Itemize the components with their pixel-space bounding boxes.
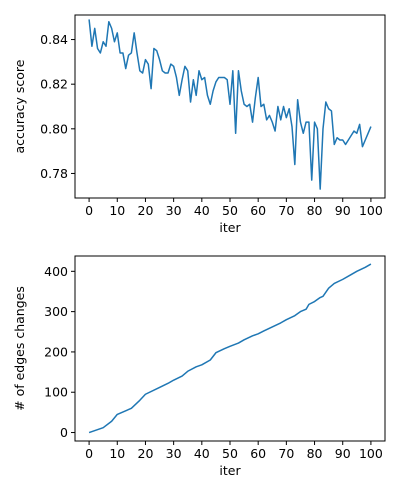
accuracy-xtick-label: 30 <box>166 203 182 218</box>
edges-xtick-label: 0 <box>85 446 93 461</box>
edges-xtick-label: 30 <box>166 446 182 461</box>
edges-ytick-label: 300 <box>44 304 68 319</box>
edges-xtick-label: 40 <box>194 446 210 461</box>
accuracy-xtick-label: 10 <box>109 203 125 218</box>
edges-xtick-label: 20 <box>138 446 154 461</box>
accuracy-xtick-label: 0 <box>85 203 93 218</box>
edges-xtick-label: 100 <box>359 446 383 461</box>
accuracy-series-line <box>88 19 372 190</box>
edges-xaxis-label: iter <box>219 463 241 478</box>
edges-ytick-label: 100 <box>44 385 68 400</box>
edges-xtick-label: 90 <box>335 446 351 461</box>
accuracy-ytick-label: 0.84 <box>40 32 68 47</box>
accuracy-plot-frame <box>74 14 386 199</box>
accuracy-xtick-label: 50 <box>222 203 238 218</box>
accuracy-xtick-label: 60 <box>250 203 266 218</box>
accuracy-ytick-label: 0.82 <box>40 77 68 92</box>
accuracy-xtick-label: 70 <box>278 203 294 218</box>
edges-series-line <box>88 263 372 434</box>
edges-ytick-label: 400 <box>44 264 68 279</box>
edges-ytick-label: 200 <box>44 344 68 359</box>
accuracy-xtick-label: 80 <box>307 203 323 218</box>
accuracy-yaxis-label: accuracy score <box>12 59 27 153</box>
edges-xtick-label: 70 <box>278 446 294 461</box>
edges-xtick-label: 50 <box>222 446 238 461</box>
accuracy-xtick-label: 20 <box>138 203 154 218</box>
accuracy-xtick-label: 100 <box>359 203 383 218</box>
edges-xtick-label: 60 <box>250 446 266 461</box>
accuracy-xaxis-label: iter <box>219 220 241 235</box>
accuracy-chart: 0 10 20 30 40 50 60 70 80 90 100 0.78 0.80 0.82 0.84 it… <box>12 14 386 235</box>
edges-yaxis-label: # of edges changes <box>12 286 27 411</box>
edges-chart: 0 10 20 30 40 50 60 70 80 90 100 0 100 200 300 400 iter #… <box>12 255 386 478</box>
edges-xtick-label: 10 <box>109 446 125 461</box>
accuracy-ytick-label: 0.78 <box>40 166 68 181</box>
accuracy-xtick-label: 90 <box>335 203 351 218</box>
edges-xtick-label: 80 <box>307 446 323 461</box>
accuracy-xtick-label: 40 <box>194 203 210 218</box>
edges-ytick-label: 0 <box>60 425 68 440</box>
accuracy-ytick-label: 0.80 <box>40 121 68 136</box>
